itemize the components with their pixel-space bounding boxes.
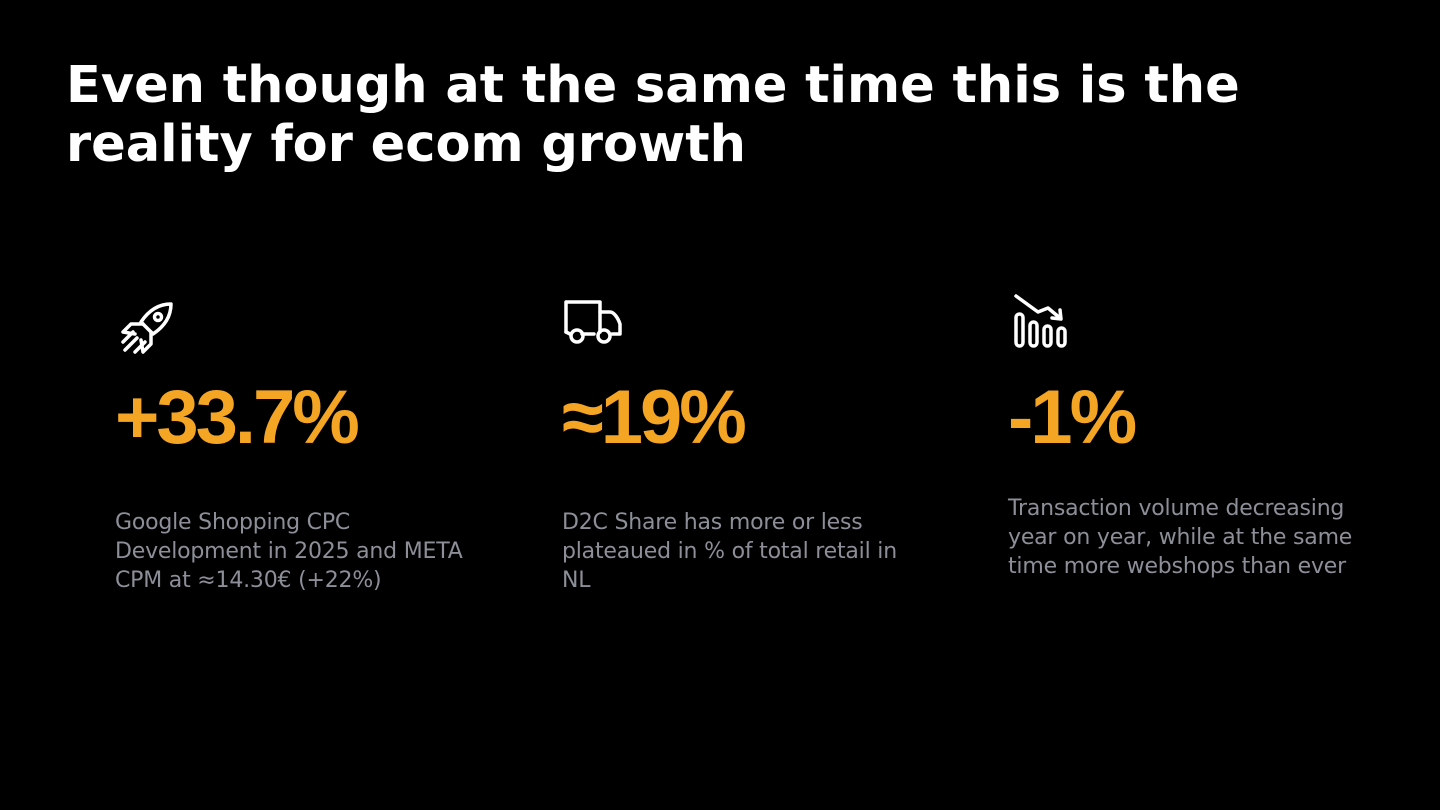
stat-value: ≈19% <box>562 375 747 460</box>
declining-chart-icon <box>1008 292 1088 362</box>
stat-block-d2c: ≈19% D2C Share has more or less plateaue… <box>562 292 922 595</box>
stat-description: D2C Share has more or less plateaued in … <box>562 510 897 593</box>
rocket-icon <box>115 292 195 362</box>
stat-description: Google Shopping CPC Development in 2025 … <box>115 510 463 593</box>
stat-value: -1% <box>1008 375 1137 460</box>
slide-title: Even though at the same time this is the… <box>66 56 1240 174</box>
delivery-truck-icon <box>562 292 642 362</box>
stat-block-transactions: -1% Transaction volume decreasing year o… <box>1008 292 1368 581</box>
stat-description: Transaction volume decreasing year on ye… <box>1008 496 1353 579</box>
stat-block-cpc: +33.7% Google Shopping CPC Development i… <box>115 292 475 595</box>
stat-value: +33.7% <box>115 375 360 460</box>
